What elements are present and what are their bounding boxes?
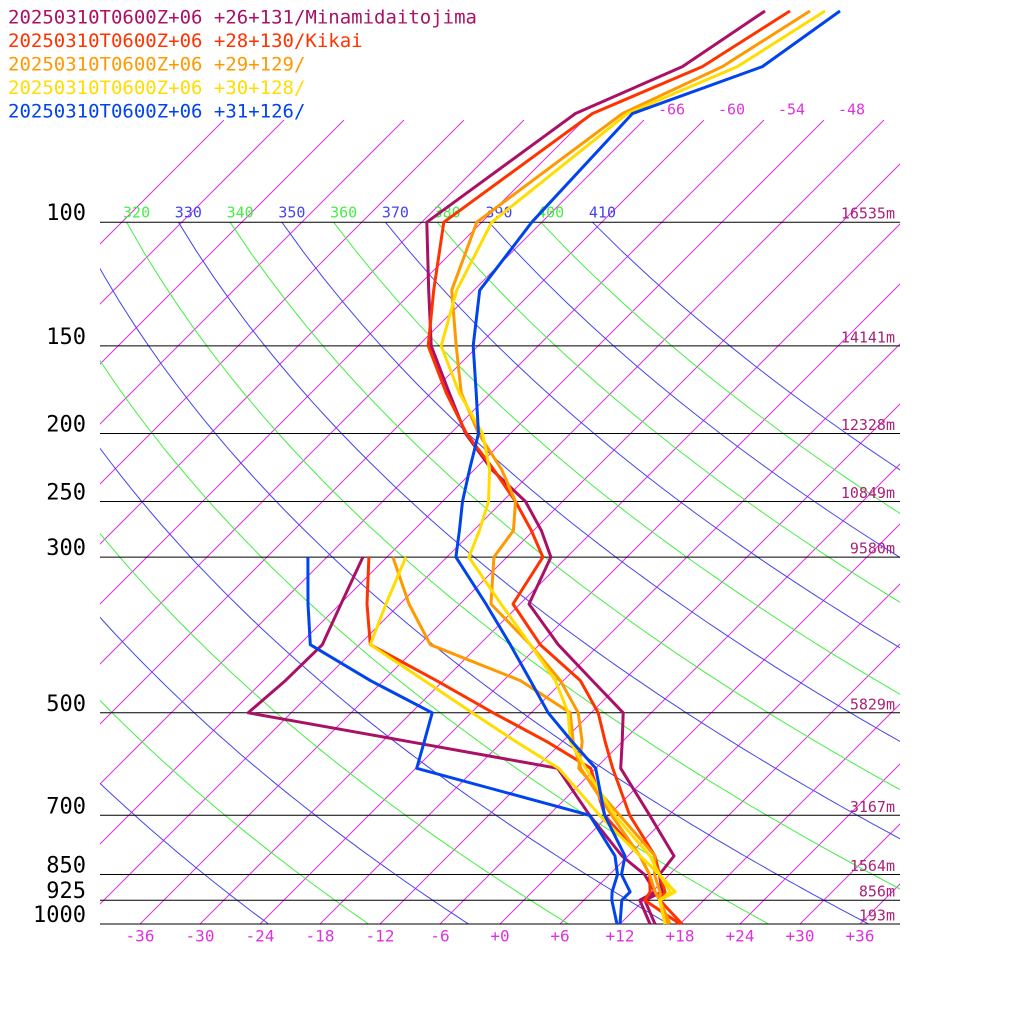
main-layer: -66 -60 -54 -48 100 16535m 150 14141m 200 12328m 2… [8,7,900,946]
isotherm-label: -60 [718,101,745,119]
dewpoint-line [391,556,670,925]
height-label: 12328m [841,416,895,434]
isotherm [100,120,285,305]
isentrope-label: 410 [589,204,616,222]
x-tick-label: -36 [126,927,155,946]
height-label: 14141m [841,328,895,346]
isotherm [739,763,900,924]
x-tick-label: +6 [550,927,569,946]
x-tick-label: -18 [306,927,335,946]
x-tick-label: -6 [430,927,449,946]
legend-entry: 20250310T0600Z+06 +29+129/ [8,54,305,76]
temperature-line [454,9,841,925]
height-label: 1564m [850,857,895,875]
isotherm [100,120,525,545]
isotherm [100,120,585,605]
pressure-label: 500 [46,692,86,717]
x-tick-label: +36 [846,927,875,946]
x-tick-label: +30 [786,927,815,946]
isentrope-label: 320 [123,204,150,222]
isotherm [100,120,465,485]
height-label: 10849m [841,484,895,502]
pressure-label: 250 [46,481,86,506]
height-label: 856m [859,883,895,901]
height-label: 193m [859,907,895,925]
isotherm [100,120,645,665]
pressure-label: 1000 [33,903,86,928]
isotherm [319,343,900,924]
dewpoint-line [368,556,672,925]
isotherm [199,223,900,924]
legend-entry: 20250310T0600Z+06 +31+126/ [8,101,305,123]
pressure-label: 925 [46,879,86,904]
isentrope-label: 390 [485,204,512,222]
height-label: 3167m [850,798,895,816]
height-label: 16535m [841,205,895,223]
isotherm [100,120,405,425]
x-tick-label: +24 [726,927,755,946]
temperature-line [450,9,811,925]
isotherm [259,283,900,924]
isotherm [559,583,900,924]
isotherm [100,120,345,365]
x-tick-label: +0 [490,927,509,946]
x-tick-label: +12 [606,927,635,946]
isotherm [100,120,705,725]
isentrope-label: 380 [434,204,461,222]
legend-entry: 20250310T0600Z+06 +30+128/ [8,77,305,99]
pressure-label: 100 [46,201,86,226]
x-tick-label: +18 [666,927,695,946]
pressure-label: 700 [46,794,86,819]
isentrope-label: 330 [175,204,202,222]
isotherm [379,403,900,924]
isentrope-label: 360 [330,204,357,222]
legend-entry: 20250310T0600Z+06 +26+131/Minamidaitojim… [8,7,477,29]
x-tick-label: -24 [246,927,275,946]
x-tick-label: -30 [186,927,215,946]
isotherm [100,120,825,845]
height-label: 9580m [850,540,895,558]
isentrope-label: 370 [382,204,409,222]
dewpoint-line [306,557,619,925]
pressure-label: 850 [46,853,86,878]
pressure-label: 200 [46,412,86,437]
x-tick-label: -12 [366,927,395,946]
isotherm [139,163,900,924]
isotherm-label: -54 [778,101,805,119]
isotherm [100,120,765,785]
isotherm-label: -48 [838,101,865,119]
isentrope-label: 340 [227,204,254,222]
pressure-label: 150 [46,325,86,350]
temperature-line [425,9,766,925]
pressure-label: 300 [46,536,86,561]
height-label: 5829m [850,695,895,713]
isotherm [679,703,900,924]
isotherm [619,643,900,924]
isentrope-label: 350 [278,204,305,222]
legend-entry: 20250310T0600Z+06 +28+130/Kikai [8,30,363,52]
temperature-line [439,9,826,925]
isotherm-label: -66 [658,101,685,119]
